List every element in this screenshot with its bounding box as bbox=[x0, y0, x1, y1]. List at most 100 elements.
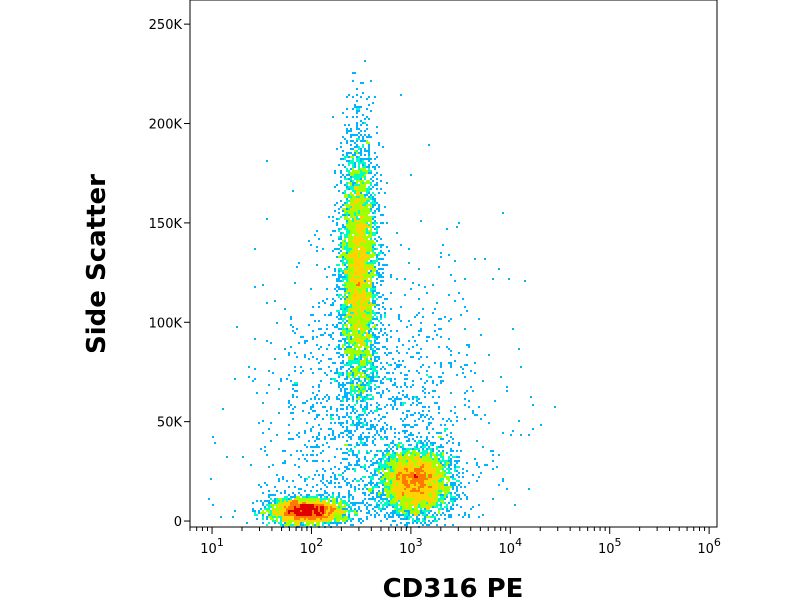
event-dot bbox=[426, 488, 428, 490]
event-dot bbox=[358, 212, 360, 214]
event-dot bbox=[288, 514, 290, 516]
event-dot bbox=[348, 230, 350, 232]
event-dot bbox=[434, 454, 436, 456]
event-dot bbox=[374, 222, 376, 224]
event-dot bbox=[436, 334, 438, 336]
event-dot bbox=[386, 478, 388, 480]
event-dot bbox=[404, 366, 406, 368]
event-dot bbox=[330, 468, 332, 470]
event-dot bbox=[358, 370, 360, 372]
event-dot bbox=[400, 514, 402, 516]
event-dot bbox=[344, 268, 346, 270]
event-dot bbox=[372, 426, 374, 428]
event-dot bbox=[396, 464, 398, 466]
event-dot bbox=[398, 478, 400, 480]
event-dot bbox=[350, 206, 352, 208]
event-dot bbox=[334, 230, 336, 232]
event-dot bbox=[428, 422, 430, 424]
event-dot bbox=[286, 480, 288, 482]
event-dot bbox=[438, 346, 440, 348]
event-dot bbox=[436, 452, 438, 454]
event-dot bbox=[342, 334, 344, 336]
event-dot bbox=[370, 428, 372, 430]
event-dot bbox=[446, 476, 448, 478]
event-dot bbox=[456, 462, 458, 464]
event-dot bbox=[454, 470, 456, 472]
event-dot bbox=[370, 308, 372, 310]
event-dot bbox=[338, 348, 340, 350]
event-dot bbox=[366, 296, 368, 298]
event-dot bbox=[338, 346, 340, 348]
event-dot bbox=[298, 524, 300, 526]
event-dot bbox=[430, 456, 432, 458]
event-dot bbox=[414, 450, 416, 452]
event-dot bbox=[356, 382, 358, 384]
event-dot bbox=[418, 448, 420, 450]
event-dot bbox=[366, 438, 368, 440]
event-dot bbox=[330, 504, 332, 506]
event-dot bbox=[354, 170, 356, 172]
event-dot bbox=[390, 274, 392, 276]
event-dot bbox=[372, 364, 374, 366]
event-dot bbox=[366, 452, 368, 454]
event-dot bbox=[316, 230, 318, 232]
event-dot bbox=[440, 452, 442, 454]
event-dot bbox=[362, 328, 364, 330]
event-dot bbox=[354, 356, 356, 358]
event-dot bbox=[430, 422, 432, 424]
event-dot bbox=[374, 434, 376, 436]
event-dot bbox=[340, 316, 342, 318]
event-dot bbox=[418, 480, 420, 482]
event-dot bbox=[334, 504, 336, 506]
event-dot bbox=[358, 414, 360, 416]
event-dot bbox=[450, 432, 452, 434]
event-dot bbox=[310, 522, 312, 524]
event-dot bbox=[342, 354, 344, 356]
event-dot bbox=[350, 524, 352, 526]
event-dot bbox=[458, 292, 460, 294]
event-dot bbox=[346, 222, 348, 224]
event-dot bbox=[346, 182, 348, 184]
event-dot bbox=[396, 446, 398, 448]
event-dot bbox=[362, 442, 364, 444]
event-dot bbox=[298, 502, 300, 504]
event-dot bbox=[270, 512, 272, 514]
event-dot bbox=[348, 306, 350, 308]
event-dot bbox=[404, 460, 406, 462]
event-dot bbox=[328, 516, 330, 518]
event-dot bbox=[274, 510, 276, 512]
event-dot bbox=[374, 380, 376, 382]
event-dot bbox=[438, 408, 440, 410]
event-dot bbox=[336, 514, 338, 516]
event-dot bbox=[368, 208, 370, 210]
event-dot bbox=[442, 468, 444, 470]
event-dot bbox=[402, 486, 404, 488]
event-dot bbox=[420, 348, 422, 350]
event-dot bbox=[364, 330, 366, 332]
event-dot bbox=[332, 496, 334, 498]
event-dot bbox=[444, 424, 446, 426]
event-dot bbox=[422, 496, 424, 498]
event-dot bbox=[366, 344, 368, 346]
event-dot bbox=[416, 446, 418, 448]
event-dot bbox=[360, 202, 362, 204]
event-dot bbox=[344, 292, 346, 294]
event-dot bbox=[424, 492, 426, 494]
event-dot bbox=[426, 454, 428, 456]
event-dot bbox=[272, 512, 274, 514]
event-dot bbox=[390, 500, 392, 502]
event-dot bbox=[436, 458, 438, 460]
event-dot bbox=[332, 434, 334, 436]
event-dot bbox=[374, 370, 376, 372]
event-dot bbox=[448, 462, 450, 464]
event-dot bbox=[356, 502, 358, 504]
event-dot bbox=[346, 116, 348, 118]
event-dot bbox=[404, 458, 406, 460]
event-dot bbox=[278, 506, 280, 508]
event-dot bbox=[300, 510, 302, 512]
event-dot bbox=[360, 234, 362, 236]
event-dot bbox=[386, 486, 388, 488]
event-dot bbox=[360, 414, 362, 416]
event-dot bbox=[458, 494, 460, 496]
event-dot bbox=[360, 160, 362, 162]
